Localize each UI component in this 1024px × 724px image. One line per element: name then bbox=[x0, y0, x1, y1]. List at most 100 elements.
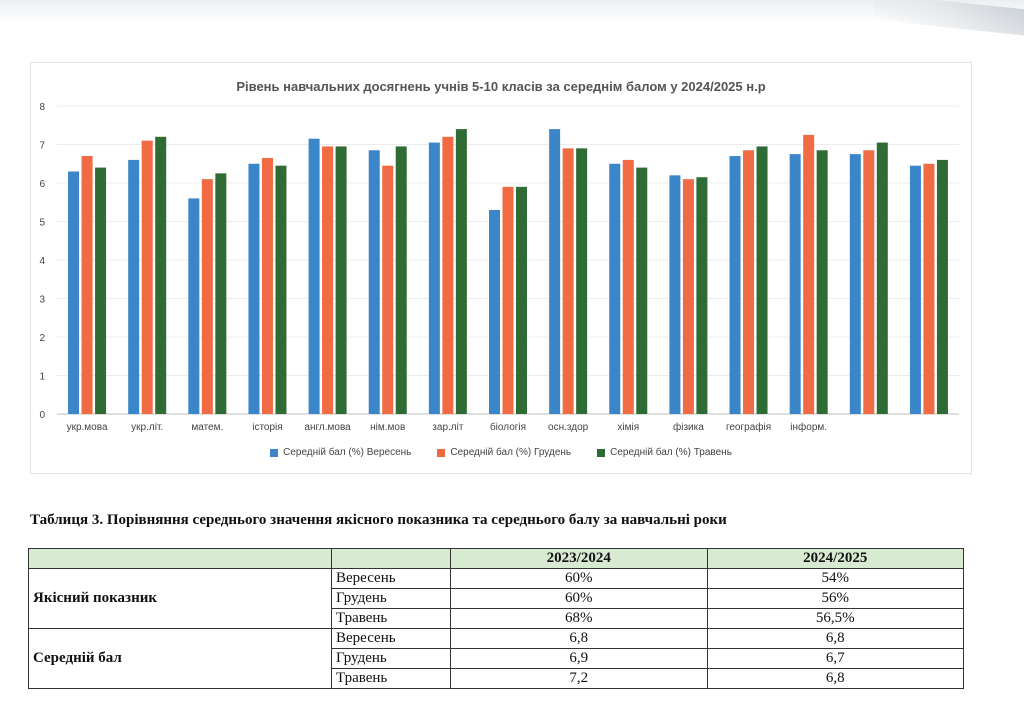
bar-december bbox=[201, 179, 213, 414]
group-label-average: Середній бал bbox=[28, 628, 332, 689]
x-tick-label: укр.мова bbox=[67, 422, 108, 433]
bar-september bbox=[68, 171, 80, 414]
bar-september bbox=[669, 175, 681, 414]
bar-may bbox=[335, 146, 347, 415]
bar-chart: 0 1 2 3 4 5 6 7 8 укр.мова укр.літ. матем. історія ан… bbox=[39, 102, 959, 433]
table-row: Травень 68% 56,5% bbox=[29, 608, 964, 629]
legend-item-december: Середній бал (%) Грудень bbox=[437, 447, 571, 458]
bar-may bbox=[95, 167, 107, 414]
value-2023-cell: 6,8 bbox=[450, 628, 708, 649]
legend-label-may: Середній бал (%) Травень bbox=[610, 447, 732, 458]
legend-item-may: Середній бал (%) Травень bbox=[597, 447, 732, 458]
bar-december bbox=[682, 179, 694, 414]
y-tick-label: 3 bbox=[39, 295, 45, 306]
bar-september bbox=[909, 165, 921, 414]
bar-september bbox=[428, 142, 440, 414]
table-caption: Таблиця 3. Порівняння середнього значенн… bbox=[30, 512, 727, 528]
bar-may bbox=[636, 167, 648, 414]
chart-legend: Середній бал (%) Вересень Середній бал (… bbox=[31, 447, 971, 458]
bar-september bbox=[489, 209, 500, 414]
bar-may bbox=[155, 136, 167, 415]
legend-label-september: Середній бал (%) Вересень bbox=[283, 447, 412, 458]
legend-label-december: Середній бал (%) Грудень bbox=[450, 447, 572, 458]
bar-september bbox=[368, 150, 380, 414]
bar-may bbox=[696, 177, 708, 414]
comparison-table: 2023/2024 2024/2025 Якісний показник Вер… bbox=[28, 548, 964, 689]
header-cell-empty-1 bbox=[28, 548, 332, 569]
bar-may bbox=[516, 186, 527, 414]
bar-december bbox=[923, 163, 935, 414]
header-year-2023-2024: 2023/2024 bbox=[450, 548, 708, 569]
bar-september bbox=[609, 163, 621, 414]
y-tick-label: 8 bbox=[39, 102, 45, 113]
value-2023-cell: 6,9 bbox=[450, 648, 708, 669]
chart-title: Рівень навчальних досягнень учнів 5-10 к… bbox=[236, 79, 766, 94]
x-tick-label: географія bbox=[726, 421, 771, 433]
table-row: Середній бал Вересень 6,8 6,8 bbox=[28, 628, 964, 689]
group-label-quality: Якісний показник bbox=[28, 568, 332, 629]
y-tick-label: 1 bbox=[39, 372, 45, 383]
legend-swatch-may bbox=[597, 448, 606, 457]
month-cell: Травень bbox=[331, 608, 451, 629]
month-cell: Грудень bbox=[331, 648, 451, 669]
x-tick-label: інформ. bbox=[790, 421, 827, 433]
bar-may bbox=[215, 173, 227, 414]
bar-september bbox=[308, 138, 320, 414]
bar-may bbox=[455, 129, 467, 414]
month-cell: Вересень bbox=[331, 568, 451, 589]
bar-september bbox=[849, 154, 861, 414]
value-2024-cell: 56% bbox=[706, 588, 964, 609]
bar-december bbox=[141, 140, 153, 414]
y-tick-label: 7 bbox=[39, 141, 45, 152]
bar-december bbox=[81, 156, 93, 415]
x-tick-label: нім.мов bbox=[370, 422, 405, 433]
bar-may bbox=[936, 159, 948, 414]
x-tick-label: осн.здор bbox=[548, 422, 589, 433]
y-tick-label: 6 bbox=[39, 179, 45, 190]
bar-september bbox=[789, 154, 801, 414]
table-row: Якісний показник Вересень 60% 54% bbox=[28, 568, 964, 629]
legend-swatch-september bbox=[270, 448, 279, 457]
month-cell: Травень bbox=[331, 668, 451, 689]
bar-september bbox=[729, 156, 741, 415]
bar-december bbox=[863, 150, 875, 414]
legend-item-september: Середній бал (%) Вересень bbox=[270, 447, 411, 458]
y-tick-label: 5 bbox=[39, 218, 45, 229]
header-year-2024-2025: 2024/2025 bbox=[706, 548, 964, 569]
scan-edge bbox=[0, 0, 1024, 22]
bar-september bbox=[248, 163, 260, 414]
bar-may bbox=[395, 146, 407, 415]
bar-december bbox=[502, 186, 514, 414]
bar-december bbox=[743, 150, 755, 414]
y-tick-label: 2 bbox=[39, 333, 45, 344]
legend-swatch-december bbox=[437, 448, 446, 457]
bar-december bbox=[562, 148, 574, 414]
bar-may bbox=[756, 146, 768, 415]
table-row: Травень 7,2 6,8 bbox=[29, 668, 964, 689]
bar-september bbox=[188, 198, 200, 414]
value-2023-cell: 60% bbox=[450, 568, 708, 589]
bar-may bbox=[876, 142, 888, 414]
value-2024-cell: 6,8 bbox=[706, 628, 964, 649]
y-tick-label: 0 bbox=[39, 410, 45, 421]
bar-may bbox=[275, 165, 287, 414]
x-tick-label: хімія bbox=[617, 422, 639, 433]
bar-december bbox=[442, 136, 454, 415]
table-row: Грудень 60% 56% bbox=[29, 588, 964, 609]
x-tick-label: укр.літ. bbox=[131, 422, 163, 433]
bar-september bbox=[128, 159, 140, 414]
value-2023-cell: 7,2 bbox=[450, 668, 708, 689]
x-tick-label: фізика bbox=[673, 421, 704, 433]
value-2023-cell: 60% bbox=[450, 588, 708, 609]
bar-december bbox=[261, 157, 273, 414]
value-2024-cell: 6,7 bbox=[706, 648, 964, 669]
value-2024-cell: 56,5% bbox=[706, 608, 964, 629]
month-cell: Вересень bbox=[331, 628, 451, 649]
value-2024-cell: 54% bbox=[706, 568, 964, 589]
bar-may bbox=[816, 150, 828, 414]
value-2023-cell: 68% bbox=[450, 608, 708, 629]
x-tick-label: біологія bbox=[490, 421, 526, 433]
x-tick-label: історія bbox=[252, 422, 282, 433]
month-cell: Грудень bbox=[331, 588, 451, 609]
table-header-row: 2023/2024 2024/2025 bbox=[28, 548, 964, 569]
